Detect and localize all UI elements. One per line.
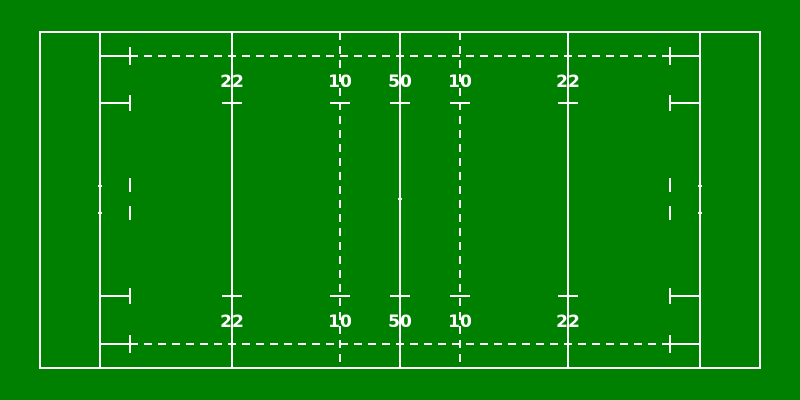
label-bottom-22-left: 22 xyxy=(220,312,244,332)
hash-marks xyxy=(98,102,702,297)
label-top-10-left: 10 xyxy=(328,72,352,92)
right-5m-markers xyxy=(669,47,700,353)
label-bottom-10-right: 10 xyxy=(448,312,472,332)
label-bottom-10-left: 10 xyxy=(328,312,352,332)
label-top-22-left: 22 xyxy=(220,72,244,92)
label-bottom-22-right: 22 xyxy=(556,312,580,332)
left-5m-markers xyxy=(100,47,131,353)
label-top-22-right: 22 xyxy=(556,72,580,92)
label-top-10-right: 10 xyxy=(448,72,472,92)
label-bottom-50: 50 xyxy=(388,312,412,332)
label-top-50: 50 xyxy=(388,72,412,92)
